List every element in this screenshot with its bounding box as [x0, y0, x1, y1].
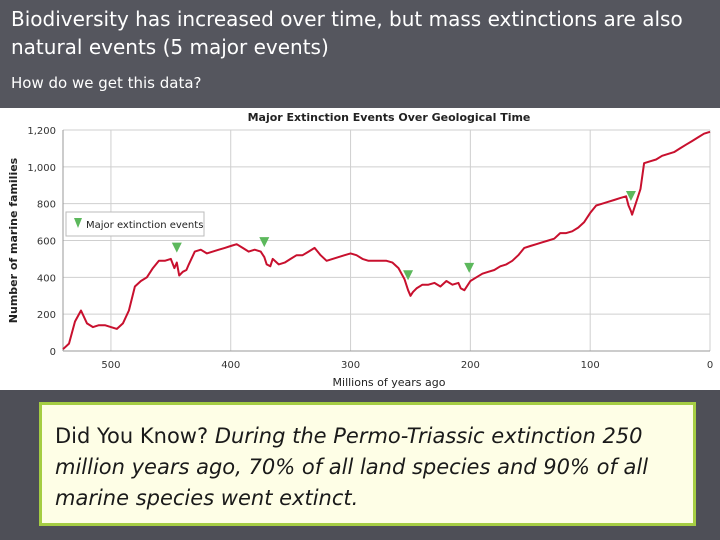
callout-text: Did You Know? During the Permo-Triassic … — [55, 421, 680, 514]
did-you-know-box: Did You Know? During the Permo-Triassic … — [39, 402, 696, 526]
x-axis-label: Millions of years ago — [333, 376, 446, 389]
slide-header: Biodiversity has increased over time, bu… — [0, 0, 720, 108]
y-tick-label: 800 — [37, 200, 56, 211]
callout-body: During the Permo-Triassic extinction 250… — [55, 424, 649, 510]
extinction-event-marker — [171, 242, 182, 253]
x-tick-label: 500 — [101, 360, 120, 371]
extinction-event-marker — [259, 237, 270, 248]
extinction-event-marker — [464, 262, 475, 273]
chart-panel: 0 200 400 600 800 1,000 1,200 500 400 300 200 100 0 M… — [0, 108, 720, 390]
y-tick-label: 1,000 — [27, 163, 56, 174]
legend-label: Major extinction events — [86, 220, 203, 231]
marine-families-line — [62, 130, 711, 350]
y-axis-label: Number of marine families — [7, 157, 20, 323]
extinction-event-marker — [403, 270, 414, 281]
x-tick-label: 0 — [707, 360, 713, 371]
slide-title: Biodiversity has increased over time, bu… — [11, 7, 683, 59]
extinction-event-marker — [625, 191, 636, 202]
extinction-chart: 0 200 400 600 800 1,000 1,200 500 400 300 200 100 0 M… — [7, 111, 713, 389]
chart-title: Major Extinction Events Over Geological … — [248, 111, 531, 124]
x-tick-label: 200 — [461, 360, 480, 371]
y-tick-label: 600 — [37, 237, 56, 248]
x-tick-label: 100 — [581, 360, 600, 371]
y-tick-label: 400 — [37, 273, 56, 284]
y-tick-label: 0 — [50, 347, 56, 358]
x-tick-label: 300 — [341, 360, 360, 371]
y-tick-label: 1,200 — [27, 126, 56, 137]
x-tick-label: 400 — [221, 360, 240, 371]
legend-box — [65, 211, 205, 237]
y-tick-label: 200 — [37, 310, 56, 321]
slide-subtitle: How do we get this data? — [11, 74, 202, 92]
legend-marker-icon — [74, 218, 82, 228]
callout-lead: Did You Know? — [55, 424, 209, 448]
